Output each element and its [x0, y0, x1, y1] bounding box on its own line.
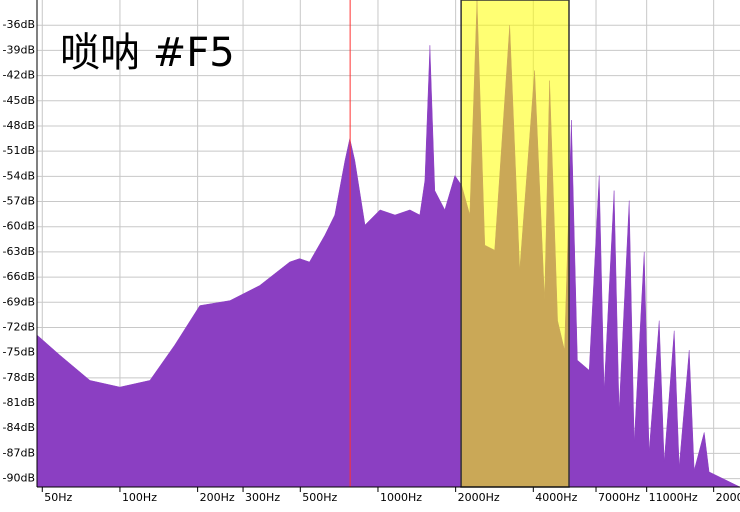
x-tick-label: 50Hz [44, 491, 72, 504]
x-tick-label: 20000Hz [716, 491, 740, 504]
y-tick-label: -60dB [3, 220, 36, 233]
selection [460, 0, 570, 488]
x-tick-label: 4000Hz [535, 491, 577, 504]
y-tick-label: -87dB [3, 446, 36, 459]
y-tick-label: -78dB [3, 371, 36, 384]
y-tick-label: -36dB [3, 18, 36, 31]
y-tick-label: -54dB [3, 169, 36, 182]
chart-title: 唢呐 #F5 [60, 30, 235, 76]
x-tick-label: 7000Hz [598, 491, 640, 504]
x-tick-label: 500Hz [302, 491, 337, 504]
y-tick-label: -57dB [3, 195, 36, 208]
y-tick-label: -66dB [3, 270, 36, 283]
x-tick-label: 200Hz [200, 491, 235, 504]
y-tick-label: -84dB [3, 421, 36, 434]
y-tick-label: -69dB [3, 295, 36, 308]
x-tick-label: 300Hz [245, 491, 280, 504]
y-tick-label: -81dB [3, 396, 36, 409]
y-tick-label: -51dB [3, 144, 36, 157]
y-tick-label: -48dB [3, 119, 36, 132]
x-tick-label: 100Hz [122, 491, 157, 504]
y-tick-label: -75dB [3, 346, 36, 359]
y-tick-label: -39dB [3, 43, 36, 56]
y-tick-label: -90dB [3, 472, 36, 485]
x-tick-label: 11000Hz [649, 491, 698, 504]
y-tick-label: -72dB [3, 320, 36, 333]
x-tick-label: 1000Hz [380, 491, 422, 504]
y-tick-label: -45dB [3, 94, 36, 107]
x-tick-label: 2000Hz [458, 491, 500, 504]
y-tick-label: -63dB [3, 245, 36, 258]
y-tick-label: -42dB [3, 69, 36, 82]
